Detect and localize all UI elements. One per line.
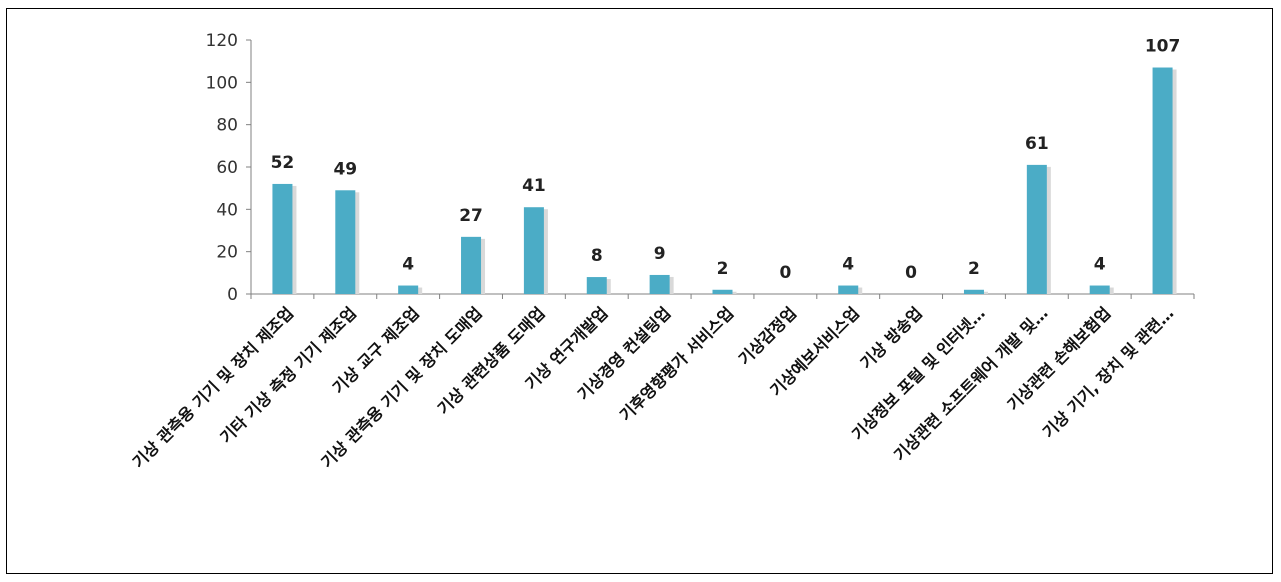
category-label: 기상관련 손해보험업 <box>1003 303 1114 414</box>
bar <box>1089 285 1110 294</box>
y-tick-label: 40 <box>216 200 238 220</box>
bar <box>649 274 670 294</box>
bars <box>272 67 1177 294</box>
bar <box>461 236 482 294</box>
bar <box>1026 164 1047 294</box>
category-label: 기상 관련상품 도매업 <box>434 303 549 418</box>
data-label: 107 <box>1145 37 1181 57</box>
bar <box>523 207 544 294</box>
data-label: 27 <box>459 206 483 226</box>
data-label: 9 <box>654 244 666 264</box>
bar <box>712 289 733 294</box>
bar <box>1152 67 1173 294</box>
data-label: 4 <box>842 255 854 275</box>
y-tick-label: 60 <box>216 158 238 178</box>
y-tick-label: 120 <box>206 31 238 51</box>
data-label: 0 <box>779 263 791 283</box>
y-axis: 0 20 40 60 80 100 120 <box>206 31 252 305</box>
bar <box>963 289 984 294</box>
bar <box>838 285 859 294</box>
data-label: 52 <box>271 153 295 173</box>
data-label: 4 <box>1094 255 1106 275</box>
y-tick-label: 80 <box>216 116 238 136</box>
bar <box>398 285 419 294</box>
data-label: 61 <box>1025 134 1049 154</box>
bar <box>586 277 607 294</box>
data-label: 2 <box>717 259 729 279</box>
y-tick-label: 100 <box>206 73 238 93</box>
y-tick-label: 0 <box>227 285 238 305</box>
data-labels: 52 49 4 27 41 8 9 2 0 4 0 2 61 4 107 <box>271 37 1181 283</box>
data-label: 4 <box>402 255 414 275</box>
data-label: 2 <box>968 259 980 279</box>
data-label: 8 <box>591 246 603 266</box>
x-axis <box>250 293 1195 299</box>
chart-frame: 0 20 40 60 80 100 120 52 49 4 27 41 8 9 2 0 4 0 2 61 4 107 기… <box>6 8 1273 574</box>
category-label: 기상 기기, 장치 및 관련… <box>1039 303 1177 441</box>
bar <box>272 183 293 294</box>
data-label: 41 <box>522 176 546 196</box>
bar <box>335 190 356 294</box>
y-tick-label: 20 <box>216 243 238 263</box>
data-label: 49 <box>333 159 357 179</box>
category-label: 기상감정업 <box>735 303 800 368</box>
data-label: 0 <box>905 263 917 283</box>
category-label: 기후영향평가 서비스업 <box>616 303 737 424</box>
